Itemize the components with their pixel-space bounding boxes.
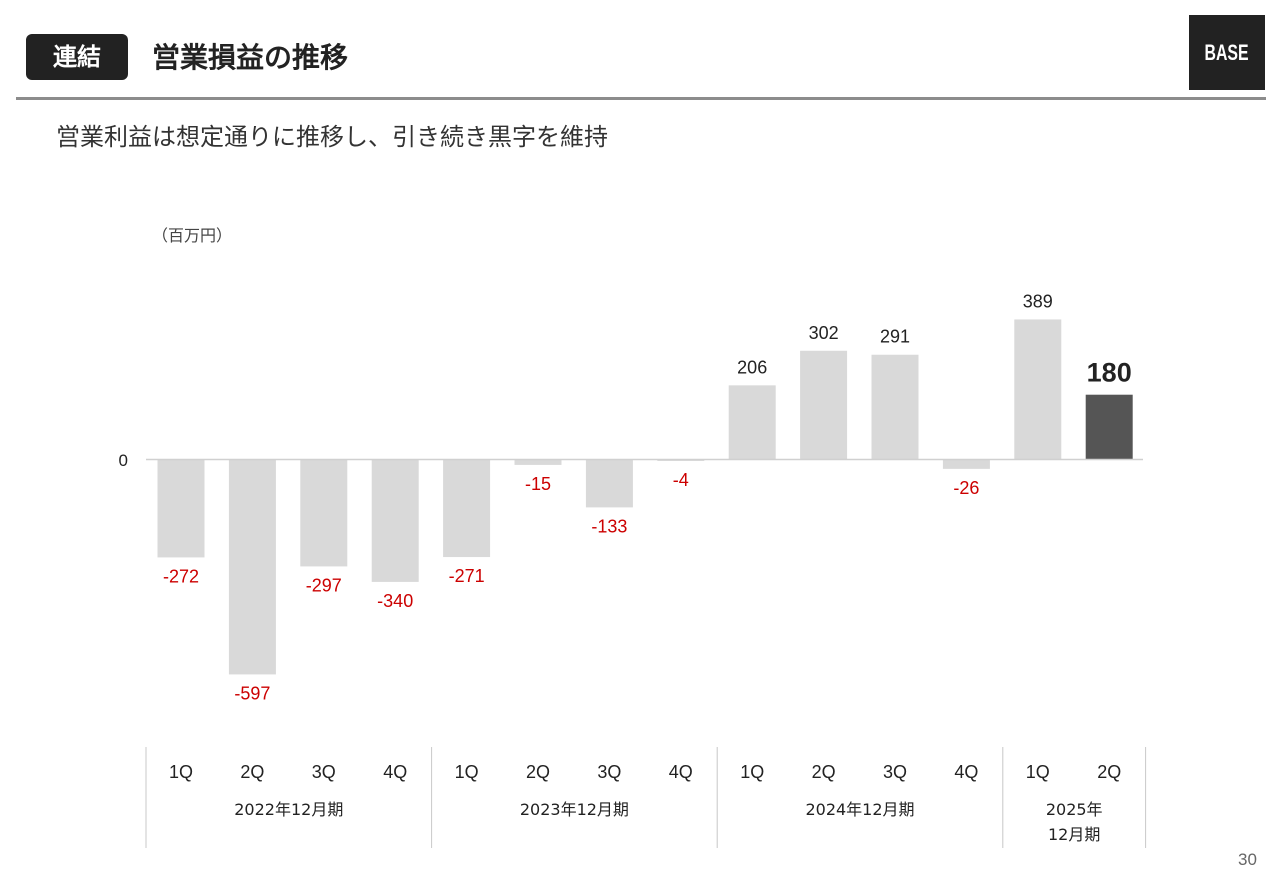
page-number: 30	[1238, 850, 1257, 869]
x-tick-label: 1Q	[1026, 762, 1050, 782]
chart-bar	[228, 459, 276, 675]
chart-bar	[585, 459, 633, 508]
fiscal-year-label: 2024年12月期	[805, 800, 914, 819]
data-label: -271	[449, 566, 485, 586]
x-tick-label: 3Q	[312, 762, 336, 782]
data-label: -15	[525, 474, 551, 494]
unit-label: （百万円）	[152, 226, 233, 245]
chart-bar	[871, 354, 919, 460]
data-label: -4	[673, 470, 689, 490]
data-label: -272	[163, 566, 199, 586]
data-label: -26	[953, 478, 979, 498]
page-title: 営業損益の推移	[152, 41, 349, 74]
x-tick-label: 1Q	[740, 762, 764, 782]
data-label: 291	[880, 327, 910, 347]
title-divider	[16, 97, 1266, 100]
chart-bar	[157, 459, 205, 558]
chart-bar	[1085, 394, 1133, 460]
slide-subtitle: 営業利益は想定通りに推移し、引き続き黒字を維持	[56, 123, 608, 151]
chart-bar	[300, 459, 348, 567]
fiscal-year-label: 2025年	[1046, 800, 1103, 819]
x-tick-label: 4Q	[669, 762, 693, 782]
x-tick-label: 4Q	[954, 762, 978, 782]
fiscal-year-label: 2022年12月期	[234, 800, 343, 819]
data-label: -297	[306, 575, 342, 595]
chart-bar	[371, 459, 419, 582]
chart-bar	[514, 459, 562, 465]
data-label: -340	[377, 591, 413, 611]
data-label: -597	[234, 683, 270, 703]
fiscal-year-label: 12月期	[1048, 825, 1100, 844]
chart-bar	[800, 350, 848, 460]
chart-bar	[443, 459, 491, 558]
data-label: 389	[1023, 291, 1053, 311]
data-label: 302	[809, 323, 839, 343]
zero-axis-label: 0	[119, 451, 128, 470]
x-tick-label: 3Q	[597, 762, 621, 782]
consolidated-badge: 連結	[26, 34, 128, 80]
data-label: 206	[737, 357, 767, 377]
data-label: -133	[591, 516, 627, 536]
x-tick-label: 1Q	[169, 762, 193, 782]
x-tick-label: 3Q	[883, 762, 907, 782]
fiscal-year-label: 2023年12月期	[520, 800, 629, 819]
x-tick-label: 2Q	[526, 762, 550, 782]
x-tick-label: 2Q	[1097, 762, 1121, 782]
x-tick-label: 2Q	[812, 762, 836, 782]
x-tick-label: 4Q	[383, 762, 407, 782]
logo-text: BASE	[1204, 40, 1250, 65]
chart-bar	[942, 459, 990, 469]
chart-bar	[1014, 319, 1062, 460]
x-tick-label: 2Q	[240, 762, 264, 782]
data-label-highlight: 180	[1087, 358, 1132, 388]
base-logo: BASE	[1189, 15, 1265, 90]
chart-bar	[728, 385, 776, 460]
x-tick-label: 1Q	[455, 762, 479, 782]
